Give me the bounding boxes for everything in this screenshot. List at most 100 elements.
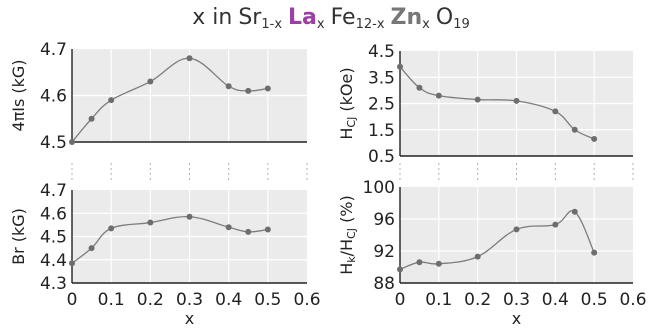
x-tick-label: 0 bbox=[67, 290, 78, 310]
x-tick-label: 0.6 bbox=[619, 290, 646, 310]
y-tick-label: 4.7 bbox=[40, 40, 67, 60]
y-tick-label: 92 bbox=[373, 242, 395, 262]
composition-title: x in Sr1-x Lax Fe12-x Znx O19 bbox=[0, 0, 662, 40]
title-zn-subscript: x bbox=[422, 17, 430, 32]
data-point bbox=[108, 97, 115, 104]
y-tick-label: 4.6 bbox=[40, 87, 67, 107]
y-label-subscript: k bbox=[345, 256, 358, 263]
data-point bbox=[147, 219, 154, 226]
title-la-subscript: x bbox=[316, 17, 325, 32]
data-point bbox=[416, 84, 423, 91]
data-point bbox=[513, 226, 520, 233]
data-point bbox=[108, 225, 115, 232]
data-point bbox=[397, 266, 403, 273]
y-tick-label: 96 bbox=[373, 210, 395, 230]
y-tick-label: 4.7 bbox=[40, 181, 67, 201]
title-zn: Zn bbox=[390, 5, 423, 30]
x-tick-label: 0.5 bbox=[254, 290, 281, 310]
data-point bbox=[552, 108, 559, 115]
y-label-subscript: CJ bbox=[345, 117, 358, 128]
data-point bbox=[69, 260, 75, 267]
data-point bbox=[225, 224, 232, 231]
y-tick-label: 4.5 bbox=[40, 228, 67, 248]
x-tick-label: 0.4 bbox=[215, 290, 242, 310]
y-tick-label: 0.5 bbox=[368, 147, 395, 167]
x-tick-label: 0.4 bbox=[542, 290, 569, 310]
y-label-unit: (kOe) bbox=[337, 67, 356, 116]
x-tick-label: 0.3 bbox=[176, 290, 203, 310]
x-axis-label: x bbox=[512, 309, 521, 328]
title-fe: Fe bbox=[330, 5, 356, 30]
y-label-main: Br bbox=[9, 247, 28, 265]
data-point bbox=[552, 221, 559, 228]
x-tick-label: 0.2 bbox=[464, 290, 491, 310]
x-tick-label: 0.6 bbox=[293, 290, 320, 310]
data-point bbox=[245, 87, 252, 94]
y-label-main: 4πIs bbox=[9, 99, 28, 132]
chart-hcj: 0.5 1.5 2.5 3.5 4.5 HCJ​ (kOe) bbox=[337, 42, 633, 167]
data-point bbox=[571, 208, 578, 215]
title-fe-subscript: 12-x bbox=[355, 17, 385, 32]
title-la: La bbox=[288, 5, 317, 30]
data-point bbox=[513, 97, 520, 104]
x-tick-label: 0.1 bbox=[425, 290, 452, 310]
title-o-subscript: 19 bbox=[453, 17, 470, 32]
data-point bbox=[435, 260, 442, 267]
y-tick-label: 88 bbox=[373, 274, 395, 294]
data-point bbox=[225, 83, 232, 90]
y-tick-label: 4.4 bbox=[40, 251, 67, 271]
gridlines bbox=[72, 49, 307, 142]
y-label-middle: /H bbox=[337, 239, 356, 256]
y-label-subscript-2: CJ bbox=[345, 228, 358, 239]
y-label-main: H bbox=[337, 128, 356, 140]
data-point bbox=[591, 135, 598, 142]
x-axis-label: x bbox=[185, 309, 194, 328]
chart-4pi-is: 4.5 4.6 4.7 4πIs (kG) bbox=[9, 40, 307, 153]
gridlines bbox=[72, 190, 307, 283]
data-point bbox=[397, 63, 403, 70]
data-point bbox=[474, 96, 481, 103]
title-sr-subscript: 1-x bbox=[261, 17, 283, 32]
y-tick-label: 4.5 bbox=[40, 133, 67, 153]
y-tick-label: 3.5 bbox=[368, 68, 395, 88]
data-point bbox=[571, 126, 578, 133]
x-tick-label: 0.2 bbox=[137, 290, 164, 310]
data-point bbox=[186, 213, 193, 220]
y-tick-label: 4.5 bbox=[368, 42, 395, 62]
data-point bbox=[435, 92, 442, 99]
data-point bbox=[416, 259, 423, 266]
y-tick-label: 1.5 bbox=[368, 121, 395, 141]
data-point bbox=[264, 226, 271, 233]
x-tick-label: 0 bbox=[395, 290, 406, 310]
title-prefix: x in bbox=[192, 5, 233, 30]
y-label-unit: (kG) bbox=[9, 59, 28, 98]
y-tick-label: 4.6 bbox=[40, 204, 67, 224]
y-tick-label: 100 bbox=[363, 178, 395, 198]
data-point bbox=[88, 245, 95, 252]
x-tick-label: 0.5 bbox=[581, 290, 608, 310]
y-tick-label: 2.5 bbox=[368, 95, 395, 115]
y-label-main: H bbox=[337, 263, 356, 275]
y-label-unit: (%) bbox=[337, 195, 356, 228]
data-point bbox=[245, 228, 252, 235]
y-axis-label: Hk​/HCJ​ (%) bbox=[337, 195, 358, 275]
x-tick-label: 0.1 bbox=[98, 290, 125, 310]
x-tick-label: 0.3 bbox=[503, 290, 530, 310]
data-point bbox=[69, 139, 75, 145]
data-point bbox=[186, 55, 193, 62]
y-axis-label: Br (kG) bbox=[9, 208, 28, 265]
y-axis-label: HCJ​ (kOe) bbox=[337, 67, 358, 139]
y-tick-label: 4.3 bbox=[40, 274, 67, 294]
title-o: O bbox=[435, 5, 454, 30]
data-point bbox=[264, 85, 271, 92]
data-point bbox=[474, 253, 481, 260]
title-sr: Sr bbox=[238, 5, 262, 30]
data-point bbox=[88, 115, 95, 122]
chart-br: 4.3 4.4 4.5 4.6 4.7 0 0.1 0.2 0.3 0.4 0.5 0.6 x Br (k… bbox=[9, 181, 321, 328]
row-separator-group bbox=[71, 163, 634, 180]
data-point bbox=[591, 249, 598, 256]
y-axis-label: 4πIs (kG) bbox=[9, 59, 28, 131]
